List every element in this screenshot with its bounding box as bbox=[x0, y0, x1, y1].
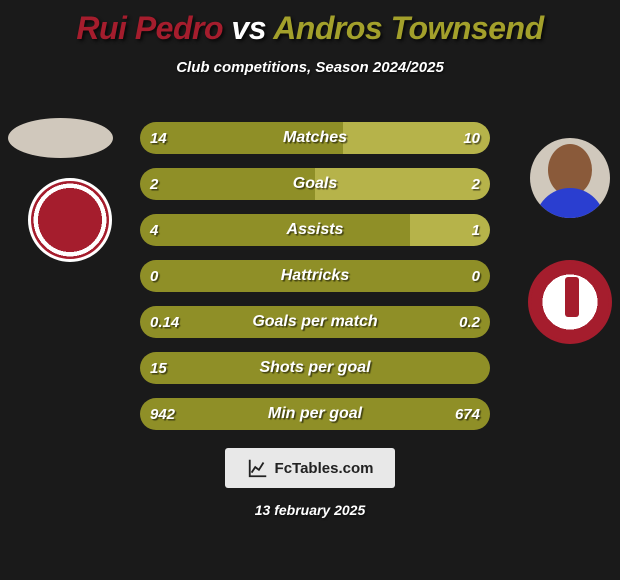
bar-left-fill bbox=[140, 306, 490, 338]
player2-name: Andros Townsend bbox=[273, 10, 543, 46]
bar-right-fill bbox=[410, 214, 491, 246]
bar-track bbox=[140, 352, 490, 384]
bar-track bbox=[140, 398, 490, 430]
player2-club-badge bbox=[528, 260, 612, 344]
player1-name: Rui Pedro bbox=[76, 10, 223, 46]
stat-row: Hattricks00 bbox=[140, 260, 490, 292]
chart-icon bbox=[247, 457, 269, 479]
player1-club-badge bbox=[28, 178, 112, 262]
date-text: 13 february 2025 bbox=[0, 502, 620, 518]
vs-separator: vs bbox=[231, 10, 266, 46]
stat-row: Goals per match0.140.2 bbox=[140, 306, 490, 338]
bar-track bbox=[140, 168, 490, 200]
bar-right-fill bbox=[343, 122, 490, 154]
bar-left-fill bbox=[140, 214, 410, 246]
subtitle: Club competitions, Season 2024/2025 bbox=[0, 59, 620, 76]
bar-left-fill bbox=[140, 352, 490, 384]
stat-row: Shots per goal15 bbox=[140, 352, 490, 384]
fctables-text: FcTables.com bbox=[275, 460, 374, 477]
player1-avatar bbox=[8, 118, 113, 158]
bar-left-fill bbox=[140, 122, 343, 154]
stat-row: Min per goal942674 bbox=[140, 398, 490, 430]
bar-left-fill bbox=[140, 260, 490, 292]
stat-row: Goals22 bbox=[140, 168, 490, 200]
bar-right-fill bbox=[315, 168, 490, 200]
stat-row: Matches1410 bbox=[140, 122, 490, 154]
bar-track bbox=[140, 260, 490, 292]
stat-row: Assists41 bbox=[140, 214, 490, 246]
player2-avatar bbox=[530, 138, 610, 218]
bar-track bbox=[140, 122, 490, 154]
stats-bars: Matches1410 Goals22 Assists41 Hattricks00 Go… bbox=[140, 122, 490, 444]
bar-track bbox=[140, 306, 490, 338]
comparison-title: Rui Pedro vs Andros Townsend bbox=[0, 0, 620, 47]
bar-left-fill bbox=[140, 398, 490, 430]
fctables-logo: FcTables.com bbox=[225, 448, 395, 488]
bar-left-fill bbox=[140, 168, 315, 200]
bar-track bbox=[140, 214, 490, 246]
